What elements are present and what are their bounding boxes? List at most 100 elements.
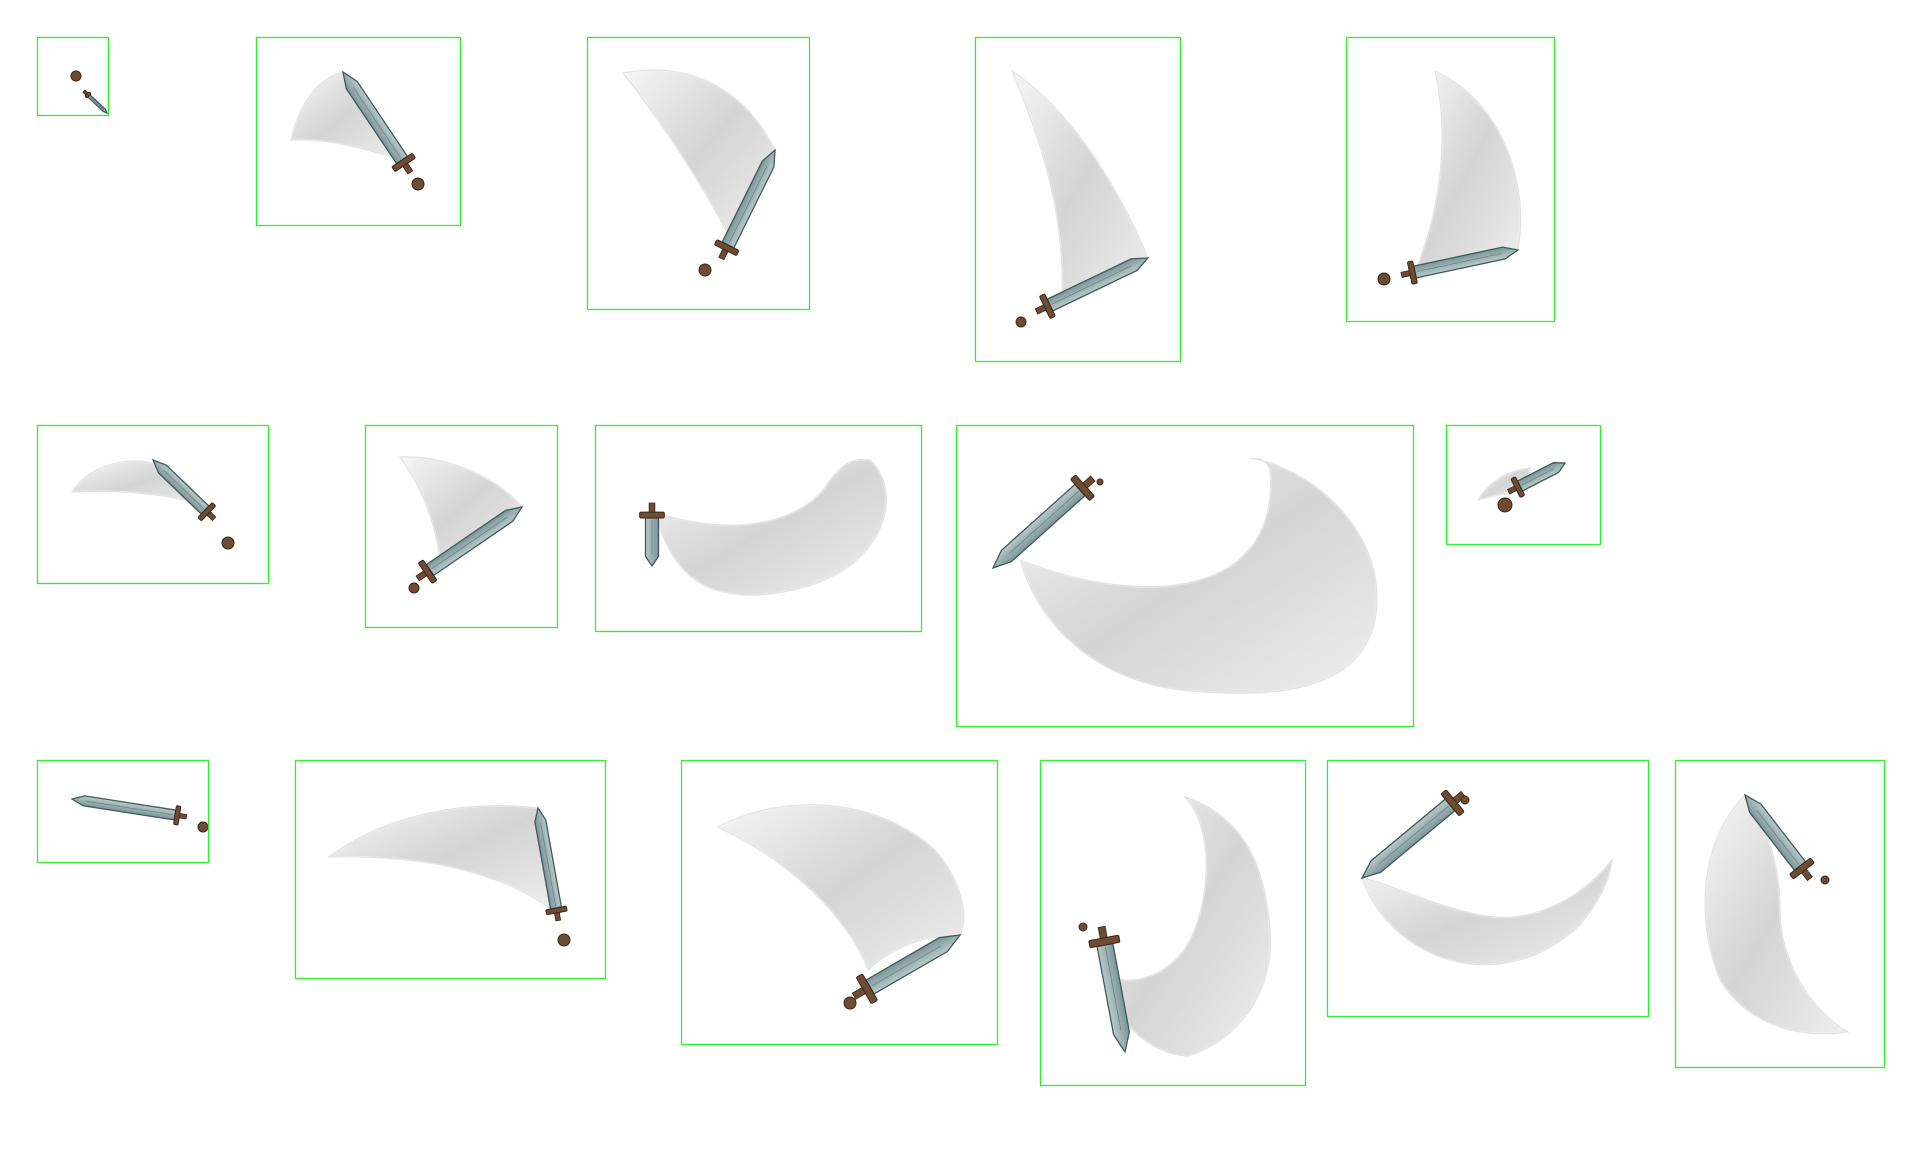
sword-icon (1360, 789, 1466, 880)
frame-10-recover (1445, 424, 1602, 546)
frame-border (255, 36, 462, 227)
sword-fuller (1105, 946, 1122, 1031)
sword-icon (991, 475, 1096, 570)
frame-border (294, 759, 607, 980)
frame-14-downswing (1039, 759, 1307, 1087)
pommel-fragment (843, 996, 857, 1010)
slash-trail (327, 805, 556, 914)
slash-trail (621, 69, 776, 240)
frame-05-swing-end (1345, 36, 1556, 323)
frame-border (974, 36, 1182, 363)
slash-trail-streak (1704, 793, 1852, 1035)
frame-border (1039, 759, 1307, 1087)
sword-grip (402, 162, 414, 175)
sword-icon (639, 502, 665, 568)
sword-grip (718, 248, 729, 261)
frame-04-swing (974, 36, 1182, 363)
pommel-fragment (698, 263, 712, 277)
sword-icon (70, 795, 188, 826)
frame-border (36, 36, 110, 117)
frame-border (1445, 424, 1602, 546)
sword-fuller (431, 516, 508, 570)
sword-icon (415, 506, 524, 584)
sword-icon (714, 148, 776, 261)
sword-icon (1743, 793, 1815, 882)
pommel-fragment (408, 582, 420, 594)
sword-fuller (1377, 806, 1449, 865)
sword-grip (415, 570, 428, 582)
sword-icon (851, 934, 962, 1004)
frame-border (1326, 759, 1650, 1018)
sword-grip (1082, 475, 1096, 489)
frame-12-slash (294, 759, 607, 980)
sword-fuller (1416, 253, 1502, 272)
sword-fuller (1051, 265, 1132, 305)
sword-crossguard (639, 511, 665, 519)
sword-fuller (728, 166, 768, 244)
slash-trail (1414, 69, 1522, 273)
frame-08-sweep (594, 424, 923, 633)
sword-icon (151, 458, 217, 522)
frame-border (1345, 36, 1556, 323)
frame-15-uppercut (1326, 759, 1650, 1018)
pommel-fragment (557, 933, 571, 947)
frame-03-swing (586, 36, 811, 311)
frame-border (364, 424, 559, 629)
slash-trail-streak (1360, 856, 1614, 966)
slash-trail-streak (1018, 457, 1378, 695)
frame-01-windup (36, 36, 110, 117)
pommel-fragment (1377, 272, 1391, 286)
sword-icon (82, 89, 109, 115)
sword-fuller (1756, 810, 1800, 865)
sword-grip (206, 511, 217, 522)
sword-fuller (163, 470, 204, 509)
sword-fuller (1008, 491, 1079, 555)
sword-icon (1400, 246, 1520, 285)
frame-border (36, 424, 270, 585)
pommel-fragment (1096, 478, 1104, 486)
sword-icon (1507, 462, 1567, 498)
sword-fuller (871, 945, 941, 987)
sword-grip (1034, 304, 1047, 315)
sword-icon (342, 70, 416, 175)
sword-fuller (1521, 468, 1554, 486)
sword-grip (1097, 925, 1108, 940)
frame-13-slash (680, 759, 999, 1046)
frame-07-swing (364, 424, 559, 629)
sword-fuller (85, 800, 174, 816)
pommel-fragment (1497, 497, 1513, 513)
frame-border (1674, 759, 1886, 1069)
frame-border (680, 759, 999, 1046)
sword-icon (1088, 925, 1130, 1054)
pommel-fragment (70, 70, 82, 82)
sword-fuller (90, 97, 105, 111)
slash-trail-streak (653, 458, 888, 597)
sword-grip (82, 89, 89, 96)
sword-fuller (540, 823, 556, 907)
sword-icon (1034, 257, 1150, 319)
pommel-fragment (1015, 316, 1027, 328)
sword-grip (1800, 868, 1813, 882)
pommel-fragment (1078, 922, 1088, 932)
slash-trail (1361, 858, 1613, 966)
frame-11-thrust (36, 759, 210, 864)
pommel-fragment (411, 177, 425, 191)
frame-06-windup (36, 424, 270, 585)
sword-grip (1507, 485, 1518, 495)
sword-grip (554, 911, 562, 922)
frame-16-finish (1674, 759, 1886, 1069)
pommel-fragment (1820, 875, 1830, 885)
sword-fuller (352, 86, 402, 159)
frame-border (594, 424, 923, 633)
pommel-fragment (221, 536, 235, 550)
frame-border (955, 424, 1415, 728)
sword-icon (534, 806, 568, 922)
pommel-fragment (1460, 795, 1470, 805)
frame-border (36, 759, 210, 864)
sword-grip (851, 987, 867, 1000)
sword-grip (178, 813, 188, 820)
frame-border (586, 36, 811, 311)
sword-grip (648, 502, 656, 513)
sword-grip (1400, 270, 1411, 278)
